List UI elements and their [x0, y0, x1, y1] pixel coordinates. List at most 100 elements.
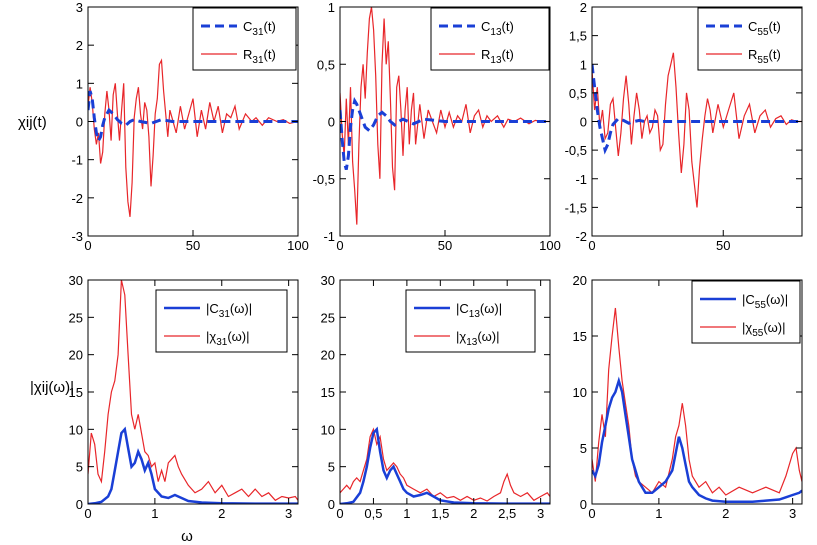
legend-label-main: |C	[206, 301, 219, 316]
y-tick-label: 10	[321, 422, 335, 437]
y-tick-label: 10	[573, 385, 587, 400]
series-line-31-2	[88, 280, 298, 502]
legend-label-subscript: 55	[757, 55, 769, 66]
series-line-55-1	[592, 376, 802, 504]
y-tick-label: 25	[69, 310, 83, 325]
legend-label-tail: (t)	[264, 19, 276, 34]
y-tick-label: 20	[573, 273, 587, 288]
y-tick-label: 0	[76, 497, 83, 512]
legend-label-subscript: 13	[490, 55, 502, 66]
legend-label: |C55(ω)|	[742, 292, 788, 311]
y-tick-label: -1	[575, 172, 587, 187]
y-tick-label: 20	[69, 348, 83, 363]
y-tick-label: -2	[575, 229, 587, 244]
legend-label-main: R	[243, 47, 252, 62]
y-tick-label: 30	[321, 273, 335, 288]
legend-label-tail: (t)	[769, 19, 781, 34]
legend-label-subscript: 13	[466, 337, 478, 348]
x-tick-label: 0	[588, 506, 595, 521]
y-tick-label: 2	[580, 0, 587, 15]
legend-label-main: |χ	[742, 320, 752, 335]
legend-label: C55(t)	[748, 19, 781, 38]
legend-label-main: R	[748, 47, 757, 62]
x-tick-label: 1	[151, 506, 158, 521]
legend-label-main: |χ	[456, 329, 466, 344]
legend-label-main: C	[243, 19, 252, 34]
legend-label-subscript: 31	[252, 55, 264, 66]
series-line-13-1	[340, 426, 550, 504]
legend-box	[405, 289, 536, 353]
series-line-55-2	[592, 307, 802, 496]
y-tick-label: 20	[321, 348, 335, 363]
legend-label-tail: (t)	[502, 47, 514, 62]
y-tick-label: 0,5	[569, 86, 587, 101]
legend-label-main: |C	[742, 292, 755, 307]
legend-label: C31(t)	[243, 19, 276, 38]
chart-panel-4: 0 1 2 3051015202530|C31(ω)||χ31(ω)||χij(ω)|…	[30, 273, 299, 545]
legend-box	[192, 7, 297, 71]
legend-label-tail: (ω)|	[480, 301, 502, 316]
legend-label-subscript: 13	[469, 309, 481, 320]
y-tick-label: 0	[76, 115, 83, 130]
x-tick-label: 0	[84, 506, 91, 521]
x-tick-label: 0	[336, 506, 343, 521]
legend-label: C13(t)	[481, 19, 514, 38]
y-tick-label: 5	[328, 460, 335, 475]
y-tick-label: 1	[76, 76, 83, 91]
series-line-13-2	[340, 427, 550, 502]
y-tick-label: 5	[580, 441, 587, 456]
y-tick-label: -1	[71, 153, 83, 168]
legend-label-tail: (ω)|	[763, 320, 785, 335]
y-tick-label: 0	[328, 497, 335, 512]
x-tick-label: 0	[588, 238, 595, 253]
series-line-13-1	[340, 97, 550, 170]
legend-label-tail: (t)	[264, 47, 276, 62]
legend-label: R31(t)	[243, 47, 276, 66]
legend-label: |C13(ω)|	[456, 301, 502, 320]
y-tick-label: 0	[580, 497, 587, 512]
y-tick-label: 0	[580, 115, 587, 130]
x-tick-label: 2	[470, 506, 477, 521]
x-tick-label: 1,5	[431, 506, 449, 521]
legend-label: R13(t)	[481, 47, 514, 66]
y-tick-label: 15	[321, 385, 335, 400]
x-tick-label: 0,5	[364, 506, 382, 521]
legend-label-subscript: 31	[219, 309, 231, 320]
y-tick-label: 1	[580, 57, 587, 72]
x-tick-label: 50	[716, 238, 730, 253]
y-tick-label: 25	[321, 310, 335, 325]
legend-label-main: C	[481, 19, 490, 34]
legend-box	[430, 7, 550, 71]
y-tick-label: -1,5	[565, 200, 587, 215]
x-tick-label: 1	[655, 506, 662, 521]
y-tick-label: 15	[69, 385, 83, 400]
legend-label: |χ13(ω)|	[456, 329, 500, 348]
y-tick-label: 10	[69, 422, 83, 437]
series-line-31-1	[88, 90, 298, 145]
series-line-55-2	[592, 52, 802, 208]
y-tick-label: 30	[69, 273, 83, 288]
legend-label-subscript: 13	[490, 27, 502, 38]
legend-label-subscript: 31	[252, 27, 264, 38]
y-tick-label: 15	[573, 329, 587, 344]
x-tick-label: 2	[218, 506, 225, 521]
legend-label-tail: (t)	[502, 19, 514, 34]
x-tick-label: 50	[438, 238, 452, 253]
x-tick-label: 1	[403, 506, 410, 521]
legend-label-subscript: 55	[752, 328, 764, 339]
y-tick-label: 1	[328, 0, 335, 15]
y-axis-label: |χij(ω)|	[30, 379, 74, 396]
series-line-55-1	[592, 64, 802, 155]
y-tick-label: 5	[76, 460, 83, 475]
legend-label-main: R	[481, 47, 490, 62]
y-tick-label: 0	[328, 115, 335, 130]
legend-label-tail: (ω)|	[477, 329, 499, 344]
x-tick-label: 0	[336, 238, 343, 253]
legend-label-main: C	[748, 19, 757, 34]
x-tick-label: 3	[789, 506, 796, 521]
x-axis-label: ω	[181, 528, 193, 545]
